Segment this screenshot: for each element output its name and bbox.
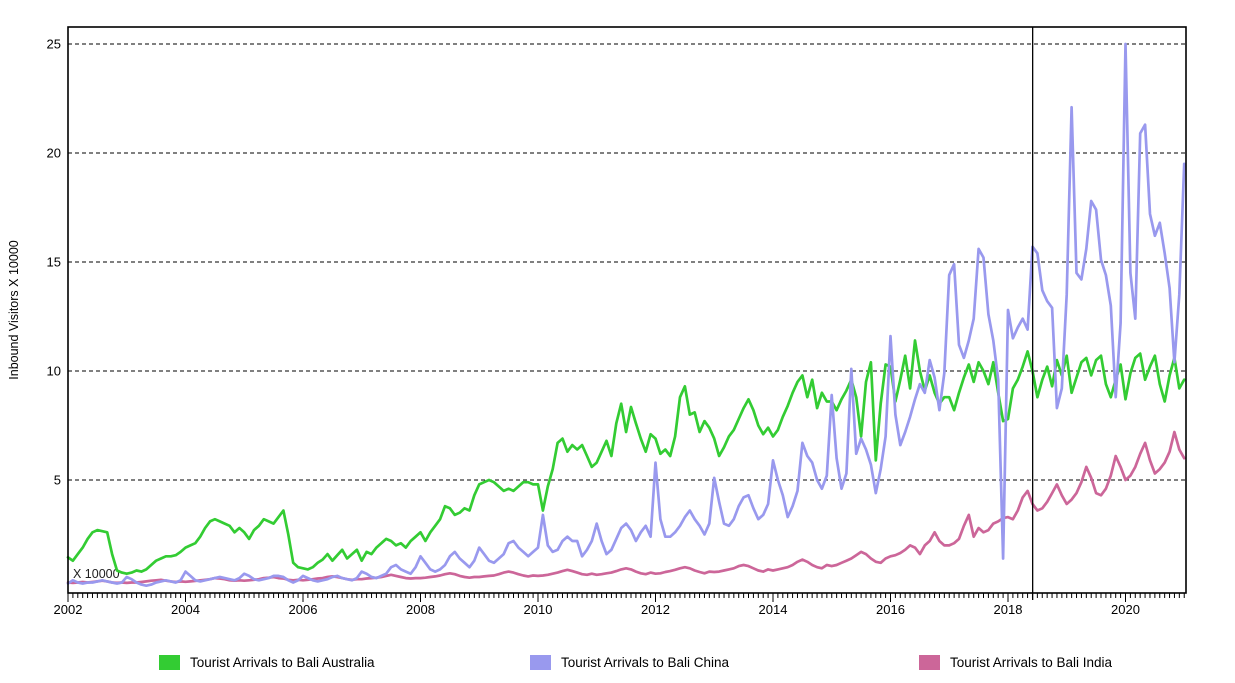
series-line-india — [66, 430, 1186, 585]
legend-item-india[interactable]: Tourist Arrivals to Bali India — [919, 654, 1112, 670]
legend-label-china: Tourist Arrivals to Bali China — [561, 654, 730, 670]
y-tick-label-20: 20 — [47, 146, 61, 161]
y-tick-label-25: 25 — [47, 37, 61, 52]
x-tick-label-2010: 2010 — [524, 602, 553, 617]
legend-item-china[interactable]: Tourist Arrivals to Bali China — [530, 654, 729, 670]
plot-border — [67, 26, 1187, 594]
y-tick-label-10: 10 — [47, 364, 61, 379]
x-tick-label-2012: 2012 — [641, 602, 670, 617]
x-tick-label-2016: 2016 — [876, 602, 905, 617]
legend-swatch-india — [919, 654, 940, 670]
legend-item-australia[interactable]: Tourist Arrivals to Bali Australia — [159, 654, 375, 670]
y-tick-label-5: 5 — [54, 473, 61, 488]
x-tick-label-2008: 2008 — [406, 602, 435, 617]
x-tick-label-2018: 2018 — [994, 602, 1023, 617]
series-line-australia — [66, 339, 1186, 576]
series-line-china — [66, 42, 1186, 588]
x-tick-label-2020: 2020 — [1111, 602, 1140, 617]
x-tick-label-2014: 2014 — [759, 602, 788, 617]
legend-swatch-australia — [159, 654, 180, 670]
legend-label-australia: Tourist Arrivals to Bali Australia — [190, 654, 375, 670]
legend-label-india: Tourist Arrivals to Bali India — [950, 654, 1113, 670]
x-tick-label-2004: 2004 — [171, 602, 200, 617]
y-tick-label-15: 15 — [47, 255, 61, 270]
scale-annotation: X 10000 — [73, 567, 120, 581]
x-tick-label-2002: 2002 — [54, 602, 83, 617]
x-tick-label-2006: 2006 — [289, 602, 318, 617]
legend-swatch-china — [530, 654, 551, 670]
